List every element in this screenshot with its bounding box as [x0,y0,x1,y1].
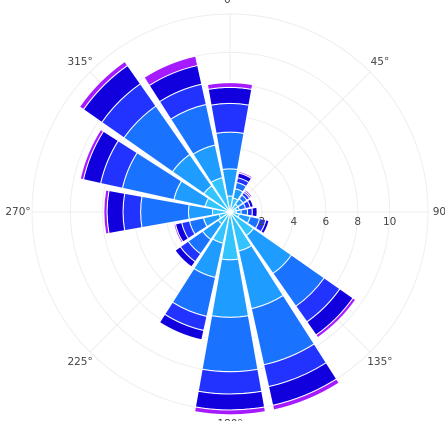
grid-spoke-1 [229,71,371,213]
bar-dir-12-seg-3 [122,192,143,232]
bar-dir-1-seg-5 [238,170,254,180]
bar-dir-2-seg-5 [243,189,253,199]
bar-dir-9-seg-4 [158,313,205,341]
bar-dir-11-seg-5 [173,223,184,244]
bar-dir-6-seg-5 [315,297,357,339]
bar-dir-4-seg-3 [246,207,253,217]
angular-tick-label: 135° [367,356,392,368]
radial-tick-label: 2 [259,216,266,228]
radial-tick-label: 10 [383,216,396,228]
bar-dir-0-seg-3 [210,102,250,134]
angular-tick-label: 225° [67,356,92,368]
bar-dir-7-seg-5 [272,378,340,411]
bar-dir-0-seg-5 [206,82,254,90]
bar-dir-12-seg-5 [103,189,110,235]
radial-labels-layer: 2 4 6 8 10 [259,216,397,228]
bar-dir-10-seg-4 [174,246,196,268]
bar-dir-8-seg-5 [194,406,266,416]
radial-tick-label: 8 [354,216,361,228]
angular-tick-label: 90° [433,206,445,218]
bar-dir-3-seg-4 [246,198,254,209]
radial-tick-label: 4 [291,216,298,228]
bars-layer [78,55,357,416]
radial-tick-label: 6 [322,216,329,228]
bar-dir-5-seg-4 [260,219,270,235]
bar-dir-14-seg-5 [78,60,129,111]
bar-dir-8-seg-4 [194,390,266,411]
angular-tick-label: 0° [224,0,236,6]
bar-dir-0-seg-4 [207,87,253,106]
bar-dir-8-seg-2 [201,315,259,373]
bar-dir-4-seg-4 [251,206,258,218]
angular-tick-label: 315° [67,56,92,68]
angular-tick-label: 270° [5,206,30,218]
bar-dir-15-seg-5 [143,55,199,87]
angular-labels-layer: 0° 45° 90° 135° 180° 225° 270° 315° [5,0,445,421]
bar-dir-8-seg-3 [197,368,263,395]
angular-tick-label: 180° [217,418,242,421]
bar-dir-12-seg-4 [106,189,126,235]
bar-dir-13-seg-5 [79,128,105,181]
bar-dir-0-seg-2 [215,131,245,171]
angular-tick-label: 45° [371,56,390,68]
